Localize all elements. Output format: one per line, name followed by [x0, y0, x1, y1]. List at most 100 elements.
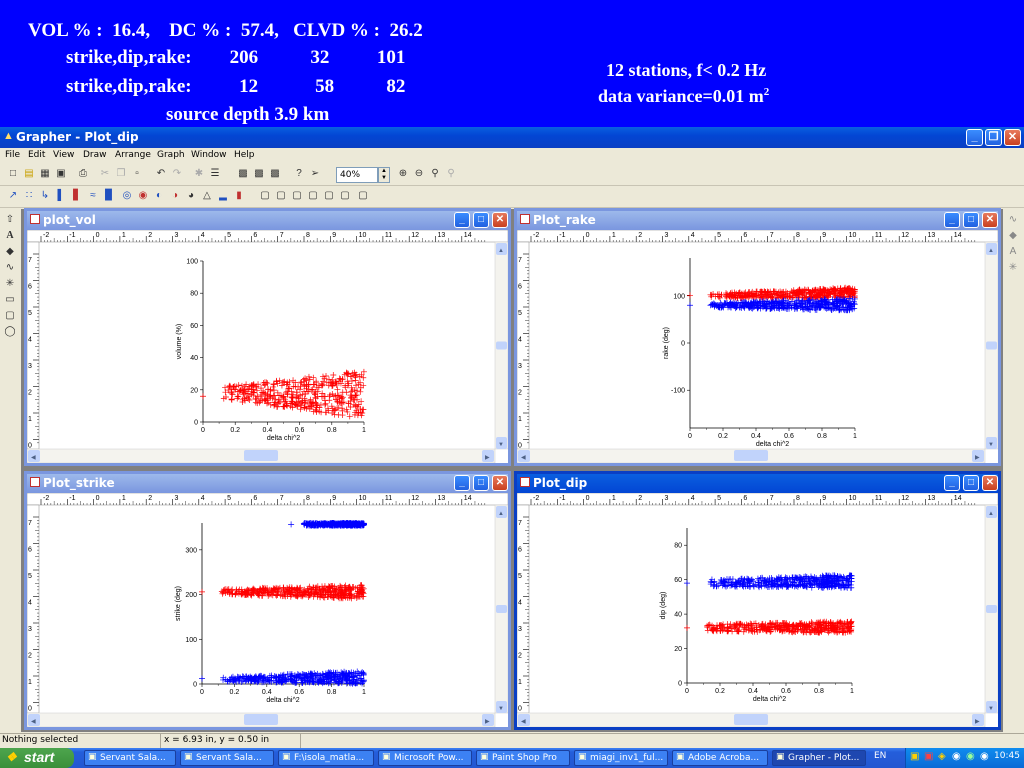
horizontal-scrollbar[interactable]: ◀ ▶: [517, 448, 986, 463]
fit-window-icon[interactable]: ▩: [254, 168, 264, 179]
step-plot-icon[interactable]: ↳: [40, 190, 50, 201]
scroll-thumb[interactable]: [734, 714, 768, 725]
hilo-plot-icon[interactable]: ▉: [105, 190, 113, 201]
text-tool-icon[interactable]: A: [6, 230, 14, 241]
zoom-select-icon[interactable]: ⚲: [447, 168, 455, 179]
tray-icon[interactable]: ◉: [966, 751, 975, 762]
legend-icon[interactable]: ▢: [292, 190, 302, 201]
shield-icon[interactable]: ◈: [938, 751, 946, 762]
page-view-icon[interactable]: ▩: [238, 168, 248, 179]
volume-icon[interactable]: ◉: [980, 751, 989, 762]
taskbar-item[interactable]: ▣ Servant Sala...: [84, 750, 176, 766]
scroll-right-button[interactable]: [972, 450, 984, 462]
snap-icon[interactable]: ✱: [194, 168, 204, 179]
object-manager-icon[interactable]: ☰: [210, 168, 220, 179]
plot-close-button[interactable]: ✕: [492, 475, 508, 491]
taskbar-item[interactable]: ▣ Paint Shop Pro: [476, 750, 570, 766]
worksheet-icon[interactable]: ▦: [40, 168, 50, 179]
menu-arrange[interactable]: Arrange: [115, 150, 151, 160]
axis-icon[interactable]: ▢: [260, 190, 270, 201]
taskbar-item[interactable]: ▣ miagi_inv1_ful...: [574, 750, 668, 766]
scroll-right-button[interactable]: [972, 714, 984, 726]
scatter-plot-icon[interactable]: ∷: [25, 190, 33, 201]
scroll-left-button[interactable]: [518, 714, 530, 726]
open-folder-icon[interactable]: ▤: [24, 168, 34, 179]
reshape-poly-icon[interactable]: ◆: [1009, 230, 1017, 241]
redo-icon[interactable]: ↷: [172, 168, 182, 179]
polar-plot-icon[interactable]: ≈: [90, 190, 96, 201]
reshape-line-icon[interactable]: ∿: [1008, 214, 1018, 225]
scroll-down-button[interactable]: [496, 437, 507, 449]
tray-icon[interactable]: ▣: [924, 751, 934, 762]
menu-help[interactable]: Help: [234, 150, 255, 160]
menu-view[interactable]: View: [53, 150, 75, 160]
ellipse-icon[interactable]: ◯: [4, 326, 16, 337]
horizontal-scrollbar[interactable]: ◀ ▶: [27, 448, 496, 463]
plot-minimize-button[interactable]: _: [454, 212, 470, 228]
polyline-icon[interactable]: ∿: [5, 262, 15, 273]
taskbar-item[interactable]: ▣ F:\isola_matla...: [278, 750, 374, 766]
polar-line-icon[interactable]: ◎: [122, 190, 132, 201]
help-icon[interactable]: ?: [296, 168, 302, 179]
plot-maximize-button[interactable]: □: [963, 212, 979, 228]
symbol-icon[interactable]: ✳: [5, 278, 15, 289]
scroll-thumb[interactable]: [244, 714, 278, 725]
menu-draw[interactable]: Draw: [83, 150, 107, 160]
taskbar-item[interactable]: ▣ Microsoft Pow...: [378, 750, 472, 766]
scroll-down-button[interactable]: [986, 701, 997, 713]
zoom-rect-icon[interactable]: ⚲: [431, 168, 439, 179]
plot-window-titlebar[interactable]: Plot_rake _ □ ✕: [517, 211, 998, 230]
app-titlebar[interactable]: ▲ Grapher - Plot_dip _ ❐ ✕: [0, 127, 1024, 148]
plot-window-strike[interactable]: Plot_strike _ □ ✕ -2 -1 0 1 2 3 4 5 6 7 8 9 10 11 12 13…: [24, 471, 511, 730]
select-arrow-icon[interactable]: ⇧: [5, 214, 15, 225]
scroll-thumb[interactable]: [986, 341, 997, 350]
scroll-thumb[interactable]: [496, 341, 507, 350]
scroll-down-button[interactable]: [986, 437, 997, 449]
scroll-thumb[interactable]: [496, 605, 507, 613]
actual-size-icon[interactable]: ▩: [270, 168, 280, 179]
scroll-right-button[interactable]: [482, 714, 494, 726]
plot-window-titlebar[interactable]: Plot_strike _ □ ✕: [27, 474, 508, 493]
histogram-icon[interactable]: ▋: [73, 190, 81, 201]
plot-minimize-button[interactable]: _: [944, 475, 960, 491]
plot-window-dip[interactable]: Plot_dip _ □ ✕ -2 -1 0 1 2 3 4 5 6 7 8 9 10 11 12 13 14 7…: [514, 471, 1001, 730]
scroll-thumb[interactable]: [244, 450, 278, 461]
plot-window-vol[interactable]: plot_vol _ □ ✕ -2 -1 0 1 2 3 4 5 6 7 8 9 10 11 12 13 14 7…: [24, 208, 511, 466]
plot-maximize-button[interactable]: □: [473, 475, 489, 491]
scroll-thumb[interactable]: [734, 450, 768, 461]
horizontal-scrollbar[interactable]: ◀ ▶: [27, 712, 496, 727]
menu-file[interactable]: File: [5, 150, 21, 160]
3d-bar-icon[interactable]: ▂: [219, 190, 227, 201]
zoom-input[interactable]: 40%: [336, 167, 378, 183]
box-plot-icon[interactable]: ▮: [236, 190, 242, 201]
context-help-icon[interactable]: ➢: [310, 168, 320, 179]
graph-wizard-icon[interactable]: ▢: [358, 190, 368, 201]
vertical-scrollbar[interactable]: ▲▼: [984, 504, 998, 714]
plot-minimize-button[interactable]: _: [944, 212, 960, 228]
ternary-icon[interactable]: △: [203, 190, 211, 201]
start-button[interactable]: ❖ start: [0, 748, 74, 768]
rectangle-icon[interactable]: ▭: [5, 294, 15, 305]
reshape-text-icon[interactable]: A: [1009, 246, 1017, 257]
maximize-button[interactable]: ❐: [985, 129, 1002, 146]
copy-icon[interactable]: ❐: [116, 168, 126, 179]
plot-window-titlebar[interactable]: Plot_dip _ □ ✕: [517, 474, 998, 493]
save-icon[interactable]: ▣: [56, 168, 66, 179]
wind-chart-icon[interactable]: ◑: [171, 190, 179, 201]
scroll-left-button[interactable]: [28, 714, 40, 726]
vertical-scrollbar[interactable]: ▲▼: [984, 241, 998, 450]
plot-maximize-button[interactable]: □: [473, 212, 489, 228]
scroll-left-button[interactable]: [518, 450, 530, 462]
reshape-symbol-icon[interactable]: ✳: [1008, 262, 1018, 273]
plot-window-titlebar[interactable]: plot_vol _ □ ✕: [27, 211, 508, 230]
undo-icon[interactable]: ↶: [156, 168, 166, 179]
plot-window-rake[interactable]: Plot_rake _ □ ✕ -2 -1 0 1 2 3 4 5 6 7 8 9 10 11 12 13 14…: [514, 208, 1001, 466]
horizontal-scrollbar[interactable]: ◀ ▶: [517, 712, 986, 727]
rose-diagram-icon[interactable]: ◐: [155, 190, 163, 201]
taskbar-item[interactable]: ▣ Grapher - Plot...: [772, 750, 866, 766]
plot-minimize-button[interactable]: _: [454, 475, 470, 491]
tray-icon[interactable]: ▣: [910, 751, 920, 762]
menu-window[interactable]: Window: [191, 150, 227, 160]
scroll-down-button[interactable]: [496, 701, 507, 713]
plot-close-button[interactable]: ✕: [492, 212, 508, 228]
